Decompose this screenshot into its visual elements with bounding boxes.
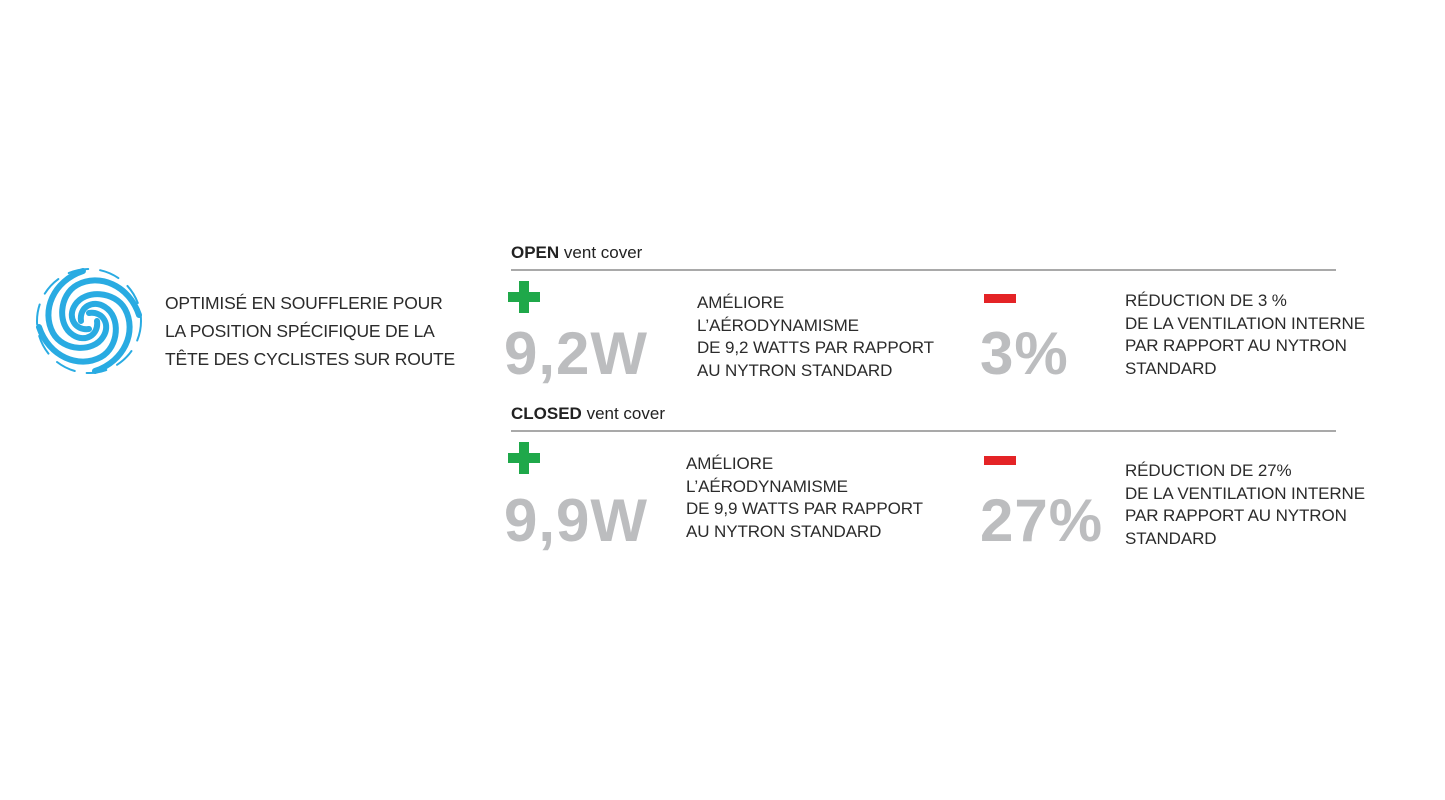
wind-swirl-icon bbox=[36, 268, 142, 374]
closed-loss-text: RÉDUCTION DE 27% DE LA VENTILATION INTER… bbox=[1125, 461, 1365, 548]
plus-icon bbox=[508, 281, 540, 313]
open-gain-value: 9,2W bbox=[504, 320, 649, 387]
open-divider bbox=[511, 269, 1336, 271]
plus-icon bbox=[508, 442, 540, 474]
closed-loss-value: 27% bbox=[980, 487, 1104, 554]
closed-gain-value: 9,9W bbox=[504, 487, 649, 554]
open-loss-text: RÉDUCTION DE 3 % DE LA VENTILATION INTER… bbox=[1125, 291, 1365, 378]
minus-icon bbox=[984, 294, 1016, 303]
closed-title-rest: vent cover bbox=[581, 404, 665, 423]
closed-gain-text: AMÉLIORE L’AÉRODYNAMISME DE 9,9 WATTS PA… bbox=[686, 454, 923, 541]
minus-icon bbox=[984, 456, 1016, 465]
open-section-title: OPEN vent cover bbox=[511, 243, 642, 263]
closed-divider bbox=[511, 430, 1336, 432]
open-loss-value: 3% bbox=[980, 320, 1069, 387]
open-gain-text: AMÉLIORE L’AÉRODYNAMISME DE 9,2 WATTS PA… bbox=[697, 293, 934, 380]
open-title-rest: vent cover bbox=[559, 243, 643, 262]
closed-title-bold: CLOSED bbox=[511, 404, 582, 423]
closed-section-title: CLOSED vent cover bbox=[511, 404, 665, 424]
open-title-bold: OPEN bbox=[511, 243, 560, 262]
intro-text: OPTIMISÉ EN SOUFFLERIE POUR LA POSITION … bbox=[165, 293, 456, 369]
